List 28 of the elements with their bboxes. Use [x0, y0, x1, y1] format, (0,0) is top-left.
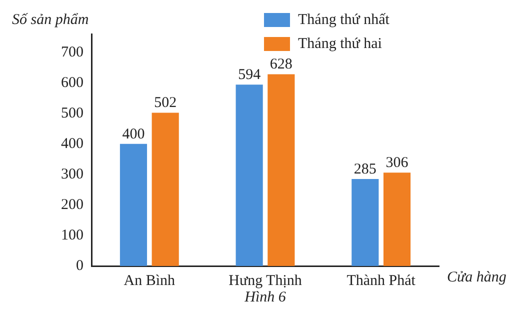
bar: [152, 112, 179, 266]
legend-label: Tháng thứ nhất: [298, 12, 390, 28]
x-tick-label: An Bình: [124, 272, 176, 289]
y-tick-label: 200: [61, 196, 84, 213]
data-label: 628: [270, 56, 292, 73]
data-label: 502: [154, 95, 177, 112]
y-tick-label: 300: [61, 166, 84, 182]
y-tick-label: 600: [61, 74, 84, 91]
bar: [120, 144, 148, 266]
x-tick-label: Hưng Thịnh: [228, 272, 302, 289]
x-tick-label: Thành Phát: [346, 272, 416, 289]
data-label: 594: [238, 67, 262, 84]
data-label: 306: [386, 155, 409, 172]
y-tick-label: 700: [61, 44, 84, 60]
bar: [236, 84, 263, 266]
y-axis-title: Số sản phẩm: [12, 12, 89, 28]
y-tick-label: 0: [76, 258, 84, 274]
text: Hình 6: [244, 289, 286, 306]
data-label: 400: [122, 126, 145, 142]
y-tick-label: 500: [61, 105, 84, 122]
y-tick-label: 100: [61, 227, 84, 244]
legend-label: Tháng thứ hai: [298, 36, 382, 52]
y-tick-label: 400: [61, 136, 84, 152]
data-label: 285: [354, 161, 376, 178]
x-axis-title: Cửa hàng: [447, 269, 507, 286]
bar: [268, 74, 295, 266]
bar: [383, 172, 411, 266]
bar: [352, 179, 379, 266]
